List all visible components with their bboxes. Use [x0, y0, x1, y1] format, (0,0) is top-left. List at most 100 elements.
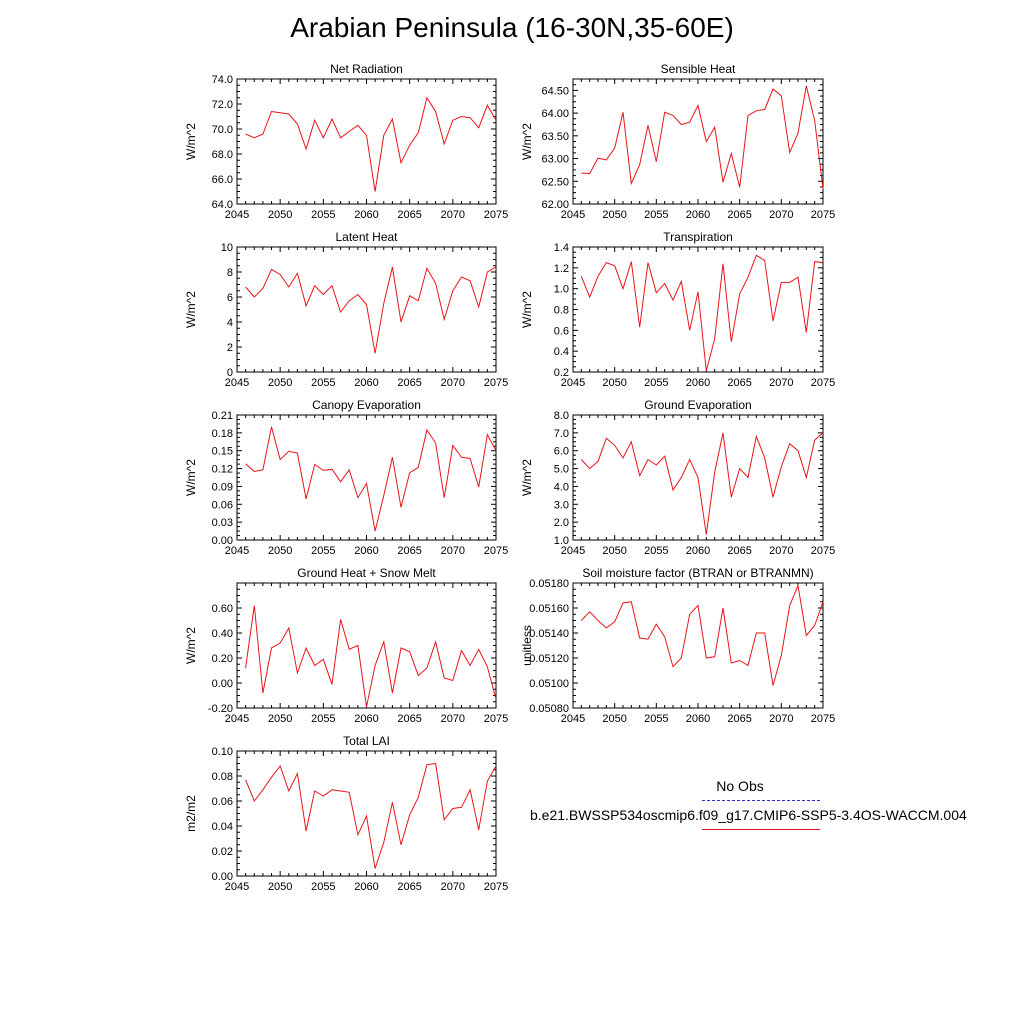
y-tick-label: 72.0	[212, 99, 233, 111]
y-tick-label: 6	[227, 292, 233, 304]
y-tick-label: 70.0	[212, 124, 233, 136]
y-tick-label: 10	[221, 242, 233, 254]
y-tick-label: 63.50	[541, 131, 569, 143]
y-tick-label: 0.21	[212, 410, 233, 422]
y-tick-label: 0.20	[212, 653, 233, 665]
x-tick-label: 2050	[268, 713, 292, 725]
x-tick-label: 2050	[268, 377, 292, 389]
x-tick-label: 2070	[441, 209, 465, 221]
y-tick-label: 0.05180	[529, 578, 569, 590]
x-tick-label: 2065	[397, 209, 421, 221]
x-tick-label: 2075	[484, 545, 508, 557]
y-tick-label: 0.09	[212, 481, 233, 493]
x-tick-label: 2045	[225, 377, 249, 389]
panel-title: Net Radiation	[330, 62, 403, 76]
y-tick-label: 3.0	[554, 499, 569, 511]
y-tick-label: 6.0	[554, 446, 569, 458]
y-axis-label: m2/m2	[184, 795, 198, 832]
y-axis-label: W/m^2	[520, 123, 534, 160]
y-tick-label: 5.0	[554, 464, 569, 476]
series-line	[245, 426, 497, 532]
legend-case-label: b.e21.BWSSP534oscmip6.f09_g17.CMIP6-SSP5…	[530, 807, 967, 823]
series-line	[581, 85, 824, 190]
plot-frame	[236, 246, 497, 373]
series-line	[580, 432, 824, 535]
x-tick-label: 2045	[561, 209, 585, 221]
x-tick-label: 2060	[354, 713, 378, 725]
y-tick-label: 0.02	[212, 846, 233, 858]
x-tick-label: 2075	[484, 881, 508, 893]
y-tick-label: 1.4	[554, 242, 569, 254]
x-tick-label: 2070	[769, 713, 793, 725]
y-tick-label: 0.05080	[529, 703, 569, 715]
x-tick-label: 2060	[354, 209, 378, 221]
legend-case-line	[702, 829, 820, 830]
y-tick-label: 4	[227, 317, 233, 329]
y-tick-label: 64.00	[541, 108, 569, 120]
panel-title: Transpiration	[663, 230, 733, 244]
y-axis-label: W/m^2	[184, 459, 198, 496]
x-tick-label: 2065	[397, 377, 421, 389]
y-tick-label: 63.00	[541, 154, 569, 166]
x-tick-label: 2065	[727, 377, 751, 389]
panel-title: Ground Evaporation	[644, 398, 751, 412]
y-tick-label: 1.0	[554, 535, 569, 547]
y-tick-label: 2.0	[554, 517, 569, 529]
x-tick-label: 2065	[397, 545, 421, 557]
legend-obs-label: No Obs	[716, 778, 764, 794]
y-tick-label: 0.40	[212, 628, 233, 640]
panel-1: Net Radiation W/m^2 2045 2050 2055 2060 2065 20…	[184, 62, 508, 221]
x-tick-label: 2045	[225, 713, 249, 725]
x-tick-label: 2045	[225, 545, 249, 557]
x-tick-label: 2060	[686, 713, 710, 725]
plot-frame	[236, 414, 497, 541]
y-tick-label: 0.06	[212, 796, 233, 808]
y-tick-label: 0.10	[212, 746, 233, 758]
y-tick-label: 0.15	[212, 446, 233, 458]
y-tick-label: 0.8	[554, 305, 569, 317]
x-tick-label: 2065	[727, 713, 751, 725]
y-tick-label: 68.0	[212, 149, 233, 161]
y-tick-label: 0.60	[212, 603, 233, 615]
x-tick-label: 2075	[484, 713, 508, 725]
x-tick-label: 2070	[769, 209, 793, 221]
y-tick-label: 0.00	[212, 535, 233, 547]
y-tick-label: 0.05120	[529, 653, 569, 665]
x-tick-label: 2070	[769, 377, 793, 389]
x-tick-label: 2060	[686, 377, 710, 389]
y-tick-label: 0.4	[554, 346, 569, 358]
x-tick-label: 2070	[769, 545, 793, 557]
x-tick-label: 2050	[268, 881, 292, 893]
y-tick-label: 1.0	[554, 284, 569, 296]
plot-frame	[572, 246, 824, 373]
x-tick-label: 2075	[811, 377, 835, 389]
x-tick-label: 2045	[561, 377, 585, 389]
x-tick-label: 2075	[811, 545, 835, 557]
panel-8: Soil moisture factor (BTRAN or BTRANMN) u…	[520, 566, 835, 725]
panel-7: Ground Heat + Snow Melt W/m^2 2045 2050 2055…	[184, 566, 508, 725]
x-tick-label: 2075	[484, 209, 508, 221]
y-tick-label: 0	[227, 367, 233, 379]
y-tick-label: 1.2	[554, 263, 569, 275]
x-tick-label: 2060	[686, 545, 710, 557]
series-line	[245, 605, 497, 707]
x-tick-label: 2060	[354, 545, 378, 557]
y-tick-label: 0.06	[212, 499, 233, 511]
y-tick-label: 0.05140	[529, 628, 569, 640]
panel-6: Ground Evaporation W/m^2 2045 2050 2055 2060 2…	[520, 398, 835, 557]
y-tick-label: 62.00	[541, 199, 569, 211]
x-tick-label: 2050	[602, 377, 626, 389]
y-tick-label: 0.00	[212, 871, 233, 883]
x-tick-label: 2055	[644, 209, 668, 221]
x-tick-label: 2055	[311, 209, 335, 221]
panel-5: Canopy Evaporation W/m^2 2045 2050 2055 2060 2…	[184, 398, 508, 557]
x-tick-label: 2055	[311, 545, 335, 557]
y-tick-label: 0.08	[212, 771, 233, 783]
legend-obs-line	[702, 800, 820, 801]
y-axis-label: W/m^2	[520, 459, 534, 496]
x-tick-label: 2075	[811, 209, 835, 221]
plot-frame	[572, 78, 824, 205]
y-tick-label: 0.12	[212, 464, 233, 476]
x-tick-label: 2050	[602, 209, 626, 221]
